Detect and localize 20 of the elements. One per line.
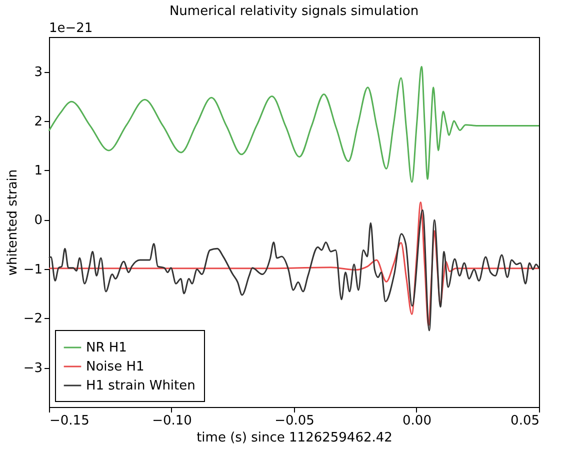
x-tick-label: −0.10 <box>152 414 192 428</box>
x-tick-label: −0.05 <box>274 414 314 428</box>
text: 1e−21 <box>49 21 93 36</box>
y-tick-label: −3 <box>23 361 42 376</box>
x-tick-label: 0.00 <box>402 414 432 428</box>
legend-label: H1 strain Whiten <box>86 378 196 394</box>
x-tick-label: −0.15 <box>50 414 90 428</box>
y-tick-label: −1 <box>23 262 42 278</box>
y-axis-title: whitented strain <box>5 169 20 276</box>
legend-label: NR H1 <box>86 340 127 356</box>
y-tick-label: 0 <box>34 213 42 228</box>
y-tick-label: −2 <box>23 312 42 327</box>
legend-label: Noise H1 <box>86 360 144 374</box>
chart-title: Numerical relativity signals simulation <box>169 4 419 19</box>
y-tick-label: 1 <box>34 164 42 179</box>
line-series <box>48 66 540 183</box>
x-axis-title: time (s) since 1126259462.42 <box>196 430 392 446</box>
y-tick-label: 2 <box>34 114 42 130</box>
y-tick-label: 3 <box>34 65 42 80</box>
x-tick-label: 0.05 <box>510 414 540 428</box>
